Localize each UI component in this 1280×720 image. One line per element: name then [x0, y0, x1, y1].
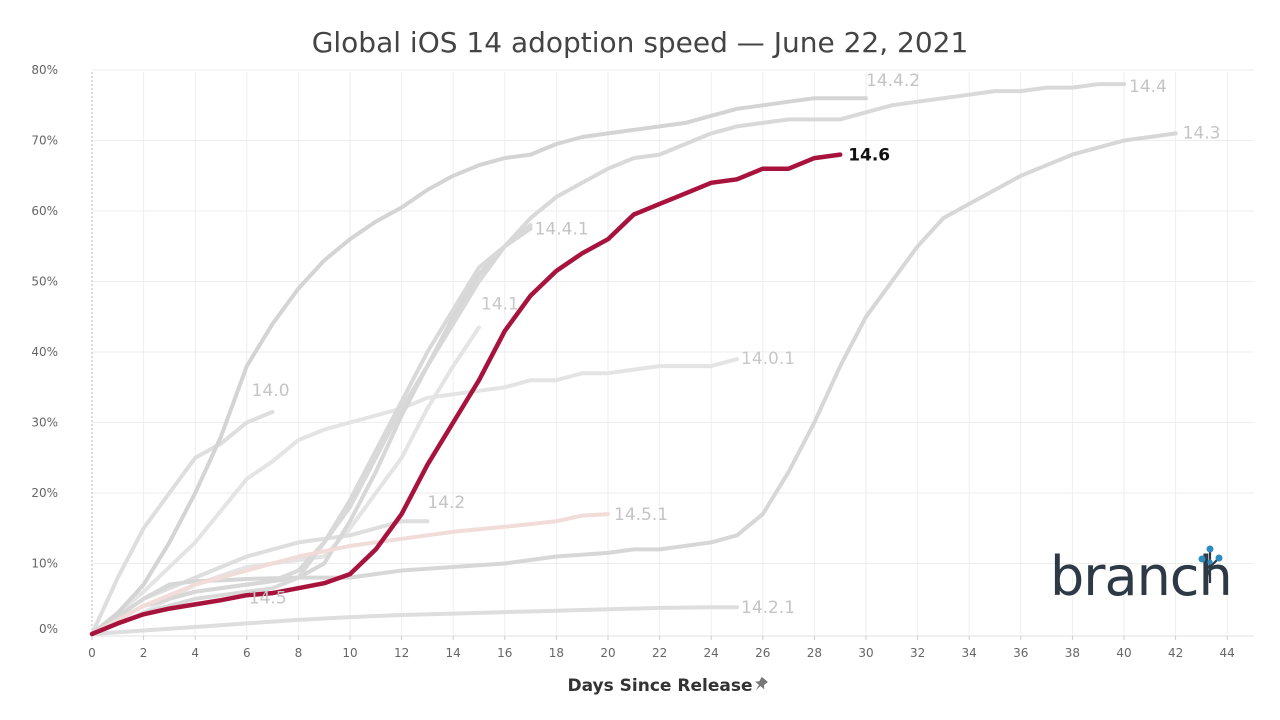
x-tick-label: 20	[600, 646, 615, 660]
series-label-14-0: 14.0	[252, 381, 290, 401]
x-tick-label: 10	[342, 646, 357, 660]
y-tick-label: 20%	[31, 486, 58, 500]
series-line-14-4-2	[90, 96, 868, 636]
x-tick-label: 42	[1168, 646, 1183, 660]
x-tick-label: 24	[704, 646, 719, 660]
y-tick-label: 0%	[39, 622, 58, 636]
series-line-14-5-1	[90, 512, 610, 636]
series-line-14-3	[90, 131, 1178, 636]
x-tick-label: 38	[1065, 646, 1080, 660]
x-tick-label: 34	[962, 646, 977, 660]
series-line-14-0-1	[90, 357, 739, 636]
y-tick-label: 40%	[31, 345, 58, 359]
x-tick-label: 6	[243, 646, 251, 660]
y-tick-label: 70%	[31, 134, 58, 148]
x-tick-label: 36	[1013, 646, 1028, 660]
y-axis-ticks: 0% 10% 20% 30% 40% 50% 60% 70% 80%	[31, 63, 58, 636]
y-tick-label: 80%	[31, 63, 58, 77]
y-tick-label: 50%	[31, 275, 58, 289]
series-label-14-0-1: 14.0.1	[741, 349, 795, 369]
y-tick-label: 10%	[31, 557, 58, 571]
x-tick-label: 44	[1220, 646, 1235, 660]
x-tick-label: 22	[652, 646, 667, 660]
series-label-14-4-2: 14.4.2	[866, 71, 920, 91]
x-tick-label: 30	[858, 646, 873, 660]
series-line-14-6	[89, 152, 843, 637]
series-line-14-5	[90, 223, 533, 636]
x-tick-label: 2	[140, 646, 148, 660]
series-lines	[89, 82, 1178, 637]
x-axis-ticks: 0 2 4 6 8 10 12 14 16 18 20 22 24 26 28 30 32 34 36 38 40 42 4…	[88, 636, 1235, 660]
x-tick-label: 12	[394, 646, 409, 660]
x-tick-label: 32	[910, 646, 925, 660]
branch-tree-icon	[1198, 545, 1223, 583]
x-axis-label: Days Since Release	[568, 676, 753, 696]
series-line-14-4-1	[90, 226, 533, 636]
y-tick-label: 30%	[31, 416, 58, 430]
x-tick-label: 40	[1116, 646, 1131, 660]
series-label-14-2: 14.2	[427, 493, 465, 513]
x-tick-label: 18	[549, 646, 564, 660]
series-label-14-5: 14.5	[249, 589, 287, 609]
x-tick-label: 16	[497, 646, 512, 660]
x-tick-label: 0	[88, 646, 96, 660]
series-label-14-1: 14.1	[481, 294, 519, 314]
x-tick-label: 8	[295, 646, 303, 660]
pin-icon[interactable]	[751, 676, 769, 694]
chart-title: Global iOS 14 adoption speed — June 22, …	[311, 26, 969, 59]
series-label-14-4-1: 14.4.1	[535, 220, 589, 240]
x-tick-label: 26	[755, 646, 770, 660]
series-line-14-2-1	[90, 605, 739, 636]
series-line-14-0	[90, 409, 275, 636]
grid	[92, 69, 1254, 637]
y-tick-label: 60%	[31, 204, 58, 218]
x-tick-label: 28	[807, 646, 822, 660]
series-labels: 14.0 14.0.1 14.1 14.2 14.2.1 14.3 14.4 14.4.1 14…	[249, 71, 1221, 618]
series-label-14-6: 14.6	[848, 146, 890, 166]
x-tick-label: 4	[191, 646, 199, 660]
series-label-14-4: 14.4	[1129, 77, 1167, 97]
series-label-14-3: 14.3	[1183, 123, 1221, 143]
series-label-14-2-1: 14.2.1	[741, 598, 795, 618]
branch-logo: branch	[1050, 545, 1240, 615]
x-tick-label: 14	[446, 646, 461, 660]
series-label-14-5-1: 14.5.1	[614, 505, 668, 525]
